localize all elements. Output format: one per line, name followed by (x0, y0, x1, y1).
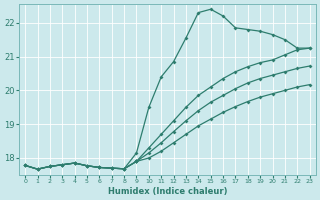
X-axis label: Humidex (Indice chaleur): Humidex (Indice chaleur) (108, 187, 227, 196)
